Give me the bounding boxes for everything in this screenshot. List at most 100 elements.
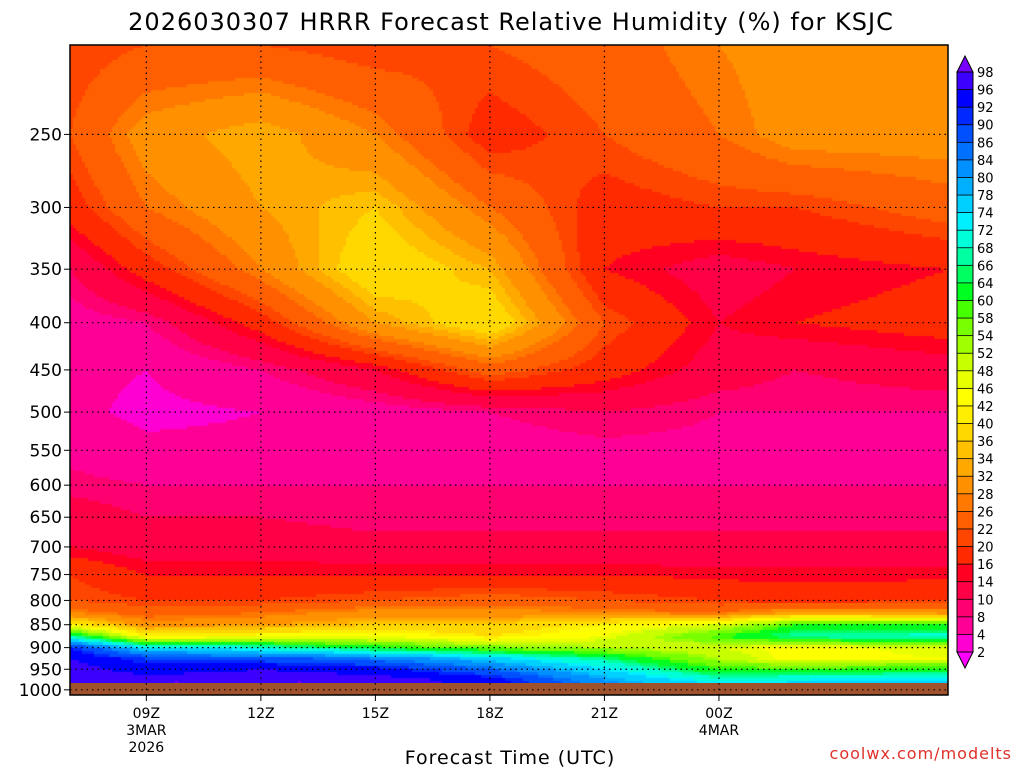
colorbar-swatch [957,441,973,460]
colorbar-swatch [957,458,973,477]
colorbar-label: 36 [977,435,994,450]
colorbar-label: 26 [977,505,994,520]
colorbar-swatch [957,405,973,425]
colorbar-swatch [957,265,973,284]
humidity-field [70,45,948,695]
colorbar-label: 78 [977,189,994,204]
colorbar-label: 20 [977,541,994,556]
colorbar-label: 46 [977,382,994,397]
y-axis-pressure: 250 300 350 400 450 500 550 600 650 700 750 800 850 9… [19,125,948,701]
colorbar-label: 58 [977,312,994,327]
colorbar-label: 72 [977,224,994,239]
colorbar-swatch [957,177,973,196]
colorbar-swatch [957,353,973,372]
colorbar-label: 48 [977,365,994,380]
colorbar-swatch [957,616,973,635]
x-tick-label: 12Z [247,706,274,722]
colorbar-label: 10 [977,593,994,608]
y-tick-label: 1000 [19,681,62,701]
y-tick-label: 850 [30,616,62,636]
surface-band [70,683,948,695]
colorbar-label: 92 [977,101,994,116]
x-tick-year: 2026 [129,740,165,756]
colorbar-swatch [957,230,973,249]
colorbar-swatch [957,528,973,548]
colorbar-swatch [957,282,973,301]
y-tick-label: 900 [30,639,62,659]
colorbar-label: 60 [977,294,994,309]
colorbar-label: 28 [977,488,994,503]
colorbar-label: 52 [977,347,994,362]
colorbar-label: 2 [977,646,985,661]
colorbar-swatch [957,546,973,565]
colorbar-label: 86 [977,136,994,151]
y-tick-label: 300 [30,198,62,218]
colorbar-swatch [957,107,973,126]
colorbar-label: 96 [977,84,994,99]
colorbar-label: 4 [977,628,985,643]
y-tick-label: 600 [30,476,62,496]
colorbar-swatch [957,124,973,143]
colorbar-label: 90 [977,119,994,134]
colorbar-min-arrow [956,651,974,670]
x-tick-label: 15Z [362,706,389,722]
colorbar-swatch [957,335,973,354]
colorbar-label: 68 [977,242,994,257]
colorbar-swatch [957,476,973,495]
colorbar-label: 42 [977,400,994,415]
x-tick-label: 00Z [705,706,732,722]
y-tick-label: 500 [30,403,62,423]
x-tick-label: 21Z [591,706,618,722]
y-tick-label: 800 [30,591,62,611]
colorbar-swatch [957,247,973,266]
colorbar-swatch [957,89,973,108]
colorbar-swatch [957,72,973,91]
colorbar-swatch [957,300,973,319]
colorbar-swatch [957,581,973,600]
x-axis-label: Forecast Time (UTC) [405,747,615,768]
colorbar-label: 64 [977,277,994,292]
plot-area [69,44,949,696]
colorbar-swatch [957,599,973,618]
chart-title: 2026030307 HRRR Forecast Relative Humidi… [128,8,894,36]
colorbar-label: 74 [977,207,994,222]
y-tick-label: 400 [30,314,62,334]
colorbar-label: 16 [977,558,994,573]
colorbar-label: 32 [977,470,994,485]
y-tick-label: 550 [30,441,62,461]
colorbar-swatch [957,370,973,389]
colorbar-max-arrow [956,54,974,73]
y-tick-label: 250 [30,125,62,145]
colorbar-swatch [957,142,973,161]
colorbar-label: 8 [977,611,985,626]
y-tick-label: 450 [30,361,62,381]
colorbar-label: 98 [977,66,994,81]
colorbar-label: 22 [977,523,994,538]
x-tick-date: 4MAR [699,723,740,739]
y-tick-label: 650 [30,508,62,528]
y-tick-label: 350 [30,260,62,280]
colorbar-swatch [957,388,973,407]
colorbar-label: 14 [977,576,994,591]
colorbar-swatch [957,511,973,530]
colorbar-swatch [957,423,973,442]
colorbar-swatch [957,195,973,214]
y-tick-label: 750 [30,566,62,586]
colorbar-swatch [957,159,973,178]
x-tick-label: 18Z [476,706,503,722]
colorbar-swatch [957,493,973,512]
colorbar-label: 54 [977,330,994,345]
colorbar: 2481014162022262832343640424648525458606… [956,54,994,670]
colorbar-label: 34 [977,453,994,468]
colorbar-label: 80 [977,171,994,186]
colorbar-swatch [957,212,973,231]
x-tick-label: 09Z [133,706,160,722]
y-tick-label: 950 [30,660,62,680]
x-tick-date: 3MAR [126,723,167,739]
credit-text: coolwx.com/modelts [830,744,1012,763]
colorbar-label: 40 [977,418,994,433]
colorbar-swatch [957,564,973,583]
colorbar-label: 84 [977,154,994,169]
